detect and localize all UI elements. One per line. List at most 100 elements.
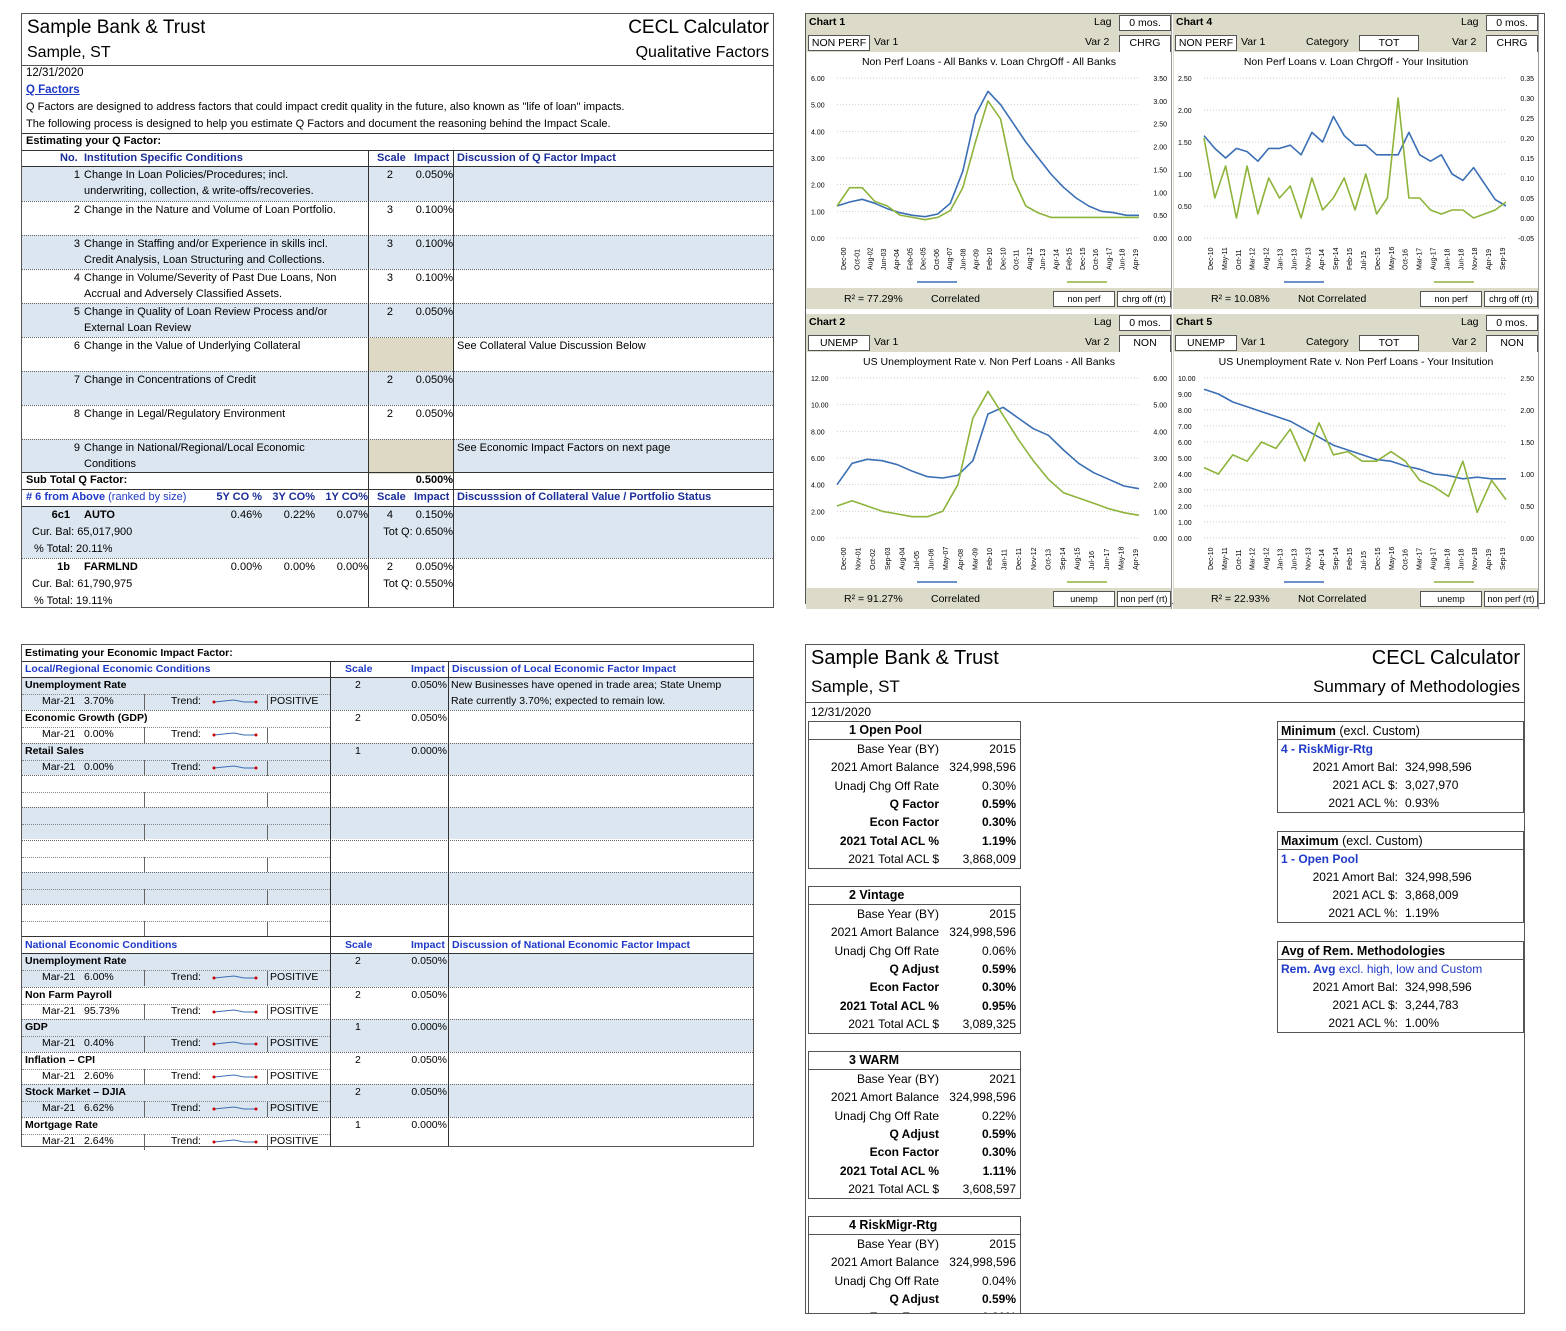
methodology-label: 2021 Amort Balance (830, 925, 939, 940)
methodology-label: Q Adjust (889, 1126, 939, 1141)
estimating-q-factor-label: Estimating your Q Factor: (26, 135, 162, 147)
y-right-tick: 0.50 (1520, 504, 1534, 511)
national-econ-row: Mortgage Rate Mar-21 2.64% Trend: POSITIVE 1 0… (22, 1116, 753, 1150)
x-tick: Jan-13 (1278, 548, 1285, 570)
category-select[interactable]: TOT (1359, 35, 1419, 51)
y-right-tick: 2.50 (1153, 122, 1167, 129)
trend-label: Trend: (171, 695, 201, 707)
econ-scale[interactable]: 2 (355, 679, 361, 691)
econ-scale[interactable]: 2 (355, 1053, 361, 1066)
collateral-scale[interactable]: 2 (386, 561, 393, 573)
y-left-tick: 8.00 (1178, 408, 1192, 415)
var1-select[interactable]: NON PERF (808, 35, 870, 51)
y-right-tick: 1.00 (1520, 472, 1534, 479)
national-scale-header: Scale (345, 939, 373, 951)
lag-label: Lag (1094, 316, 1112, 328)
x-tick: Apr-19 (1133, 549, 1140, 570)
trend-direction: POSITIVE (270, 1102, 319, 1114)
r-squared: R² = 22.93% (1211, 593, 1270, 605)
econ-discussion[interactable] (451, 989, 751, 1003)
econ-factor-date: Mar-21 (42, 1004, 76, 1017)
methodology-value: 324,998,596 (949, 1255, 1016, 1270)
national-econ-row: Unemployment Rate Mar-21 6.00% Trend: POSITI… (22, 954, 753, 987)
q-factor-scale[interactable]: 2 (386, 169, 393, 181)
summary-pct-label: 2021 ACL %: (1328, 796, 1398, 810)
local-econ-row: Unemployment Rate Mar-21 3.70% Trend: POSITI… (22, 678, 753, 711)
x-tick: Dec-11 (1016, 548, 1023, 570)
y-left-tick: 0.00 (811, 536, 825, 543)
q-factor-condition-line2: Conditions (84, 458, 136, 470)
y-left-tick: 6.00 (1178, 440, 1192, 447)
methodology-label: 2021 Total ACL $ (848, 1016, 939, 1031)
x-tick: Feb-05 (907, 248, 914, 270)
q-factor-scale[interactable]: 2 (386, 374, 393, 386)
q-factor-discussion[interactable]: See Collateral Value Discussion Below (457, 340, 646, 352)
econ-scale[interactable]: 2 (355, 988, 361, 1001)
methodology-value: 0.59% (981, 961, 1016, 976)
econ-scale[interactable]: 2 (355, 712, 361, 725)
econ-scale[interactable]: 1 (355, 1118, 361, 1131)
x-tick: May-16 (1389, 547, 1396, 570)
local-econ-row (22, 871, 753, 905)
var1-select[interactable]: UNEMP (1175, 335, 1237, 351)
x-tick: Jan-11 (1002, 549, 1009, 570)
econ-discussion[interactable] (451, 1119, 751, 1133)
x-tick: May-07 (943, 547, 950, 570)
category-label: Category (1306, 36, 1349, 48)
econ-discussion[interactable] (451, 955, 751, 969)
collateral-discussion[interactable] (457, 561, 757, 575)
summary-pick[interactable]: 1 - Open Pool (1281, 852, 1358, 866)
econ-discussion[interactable] (451, 1021, 751, 1035)
sum-subtitle: Summary of Methodologies (1313, 677, 1520, 696)
methodology-value: 2015 (989, 742, 1016, 756)
summary-pct-value: 1.19% (1405, 906, 1440, 920)
methodology-label: 2021 Amort Balance (830, 1090, 939, 1105)
econ-scale[interactable]: 1 (355, 744, 361, 757)
q-factor-scale[interactable]: 3 (386, 272, 393, 284)
row-divider (267, 759, 268, 776)
x-tick: Sep-14 (1333, 547, 1340, 570)
var1-select[interactable]: NON PERF (1175, 35, 1237, 51)
q-factor-discussion[interactable]: See Economic Impact Factors on next page (457, 442, 671, 454)
trend-direction: POSITIVE (270, 1037, 319, 1049)
lag-value[interactable]: 0 mos. (1486, 15, 1538, 31)
methodology-label: Base Year (BY) (856, 907, 939, 921)
var1-select[interactable]: UNEMP (808, 335, 870, 351)
collateral-balance: Cur. Bal: 65,017,900 (32, 526, 133, 538)
summary-pick[interactable]: 4 - RiskMigr-Rtg (1281, 742, 1373, 756)
methodology-label: 2021 Total ACL % (839, 998, 939, 1013)
q-factor-scale[interactable]: 2 (386, 408, 393, 420)
econ-factor-name: Inflation – CPI (25, 1053, 96, 1066)
summary-pick[interactable]: Rem. Avg excl. high, low and Custom (1281, 962, 1482, 976)
y-right-tick: 5.00 (1153, 403, 1167, 410)
q-factor-scale[interactable]: 3 (386, 204, 393, 216)
y-left-tick: 1.00 (811, 209, 825, 216)
collateral-discussion[interactable] (457, 509, 757, 523)
col6-header-a: # 6 from Above (26, 491, 106, 503)
lag-value[interactable]: 0 mos. (1119, 15, 1171, 31)
methodology-value: 0.06% (981, 943, 1016, 958)
econ-scale[interactable]: 2 (355, 955, 361, 967)
econ-discussion[interactable] (451, 1054, 751, 1068)
x-tick: Aug-12 (1264, 547, 1271, 570)
q-factor-scale[interactable]: 3 (386, 238, 393, 250)
methodology-value: 0.95% (981, 998, 1016, 1013)
x-tick: Aug-07 (947, 247, 954, 270)
econ-discussion-1[interactable]: New Businesses have opened in trade area… (451, 679, 722, 691)
category-select[interactable]: TOT (1359, 335, 1419, 351)
econ-impact: 0.050% (411, 988, 447, 1001)
collateral-scale[interactable]: 4 (386, 509, 393, 521)
sum-date: 12/31/2020 (811, 705, 872, 719)
chart-title: Non Perf Loans v. Loan ChrgOff - Your In… (1243, 56, 1469, 68)
row-divider (144, 1101, 145, 1117)
econ-factor-date: Mar-21 (42, 971, 76, 983)
econ-scale[interactable]: 2 (355, 1086, 361, 1098)
econ-factor-name: Retail Sales (25, 744, 84, 757)
lag-value[interactable]: 0 mos. (1119, 315, 1171, 331)
q-factor-row: 4 Change in Volume/Severity of Past Due L… (22, 269, 773, 303)
econ-discussion[interactable] (451, 1086, 751, 1100)
lag-value[interactable]: 0 mos. (1486, 315, 1538, 331)
q-factor-scale[interactable]: 2 (386, 306, 393, 318)
x-tick: Sep-14 (1060, 547, 1067, 570)
econ-scale[interactable]: 1 (355, 1021, 361, 1033)
